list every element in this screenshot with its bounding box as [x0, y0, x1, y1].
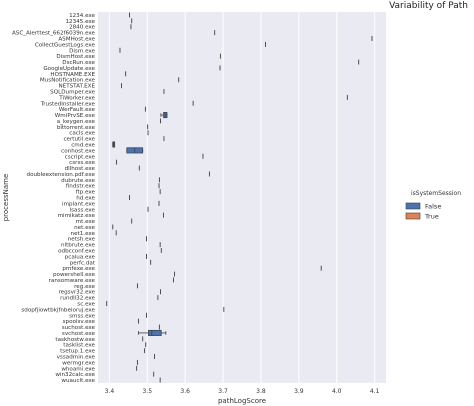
chart-title: Variability of Path [389, 1, 468, 11]
y-tick-label: svchost.exe [62, 331, 96, 337]
y-tick-label: odbcconf.exe [58, 249, 95, 255]
y-tick-label: wermgr.exe [62, 360, 95, 366]
y-tick-label: tasklist.exe [63, 343, 95, 349]
legend-title: isSystemSession [411, 190, 461, 197]
y-tick-label: cmd.exe [71, 143, 95, 149]
y-tick-label: certutil.exe [63, 137, 95, 143]
y-tick-label: GoogleUpdate.exe [43, 66, 95, 72]
y-tick-label: regsvr32.exe [58, 290, 95, 296]
y-tick-label: TrustedInstaller.exe [40, 101, 96, 107]
y-tick-label: pcalua.exe [65, 254, 96, 260]
x-tick-label: 4.0 [332, 388, 342, 395]
x-tick-label: 3.7 [218, 388, 228, 395]
x-tick-label: 4.1 [370, 388, 380, 395]
x-tick-label: 3.8 [256, 388, 266, 395]
y-tick-label: smss.exe [69, 313, 95, 319]
y-tick-label: Dism.exe [69, 48, 95, 54]
y-tick-label: nltbrute.exe [61, 243, 96, 249]
y-tick-label: MusNotification.exe [40, 78, 96, 84]
y-tick-label: net.exe [74, 225, 95, 231]
y-tick-label: ftp.exe [76, 190, 96, 196]
y-tick-label: hd.exe [76, 196, 95, 202]
y-tick-label: lsass.exe [70, 207, 96, 213]
y-tick-label: whoami.exe [61, 366, 95, 372]
box [148, 329, 162, 336]
y-tick-label: mimikatz.exe [58, 213, 96, 219]
plot-area [98, 12, 386, 383]
y-tick-label: ASMHost.exe [58, 37, 95, 43]
x-tick-label: 3.4 [105, 388, 115, 395]
y-tick-label: 2840.exe [69, 25, 95, 31]
legend-swatch [405, 212, 421, 220]
y-tick-label: pmfexe.exe [62, 266, 95, 272]
y-tick-label: DismHost.exe [56, 54, 95, 60]
y-tick-label: net1.exe [71, 231, 96, 237]
y-tick-label: sdopfjiowtbkjfnbeioruj.exe [21, 307, 95, 313]
y-tick-label: netsh.exe [68, 237, 96, 243]
y-tick-label: wuauclt.exe [61, 378, 95, 384]
y-tick-label: mt.exe [76, 219, 96, 225]
y-tick-label: csrss.exe [69, 160, 95, 166]
y-tick-label: DscRun.exe [62, 60, 95, 66]
y-tick-label: suchost.exe [62, 325, 96, 331]
y-tick-label: dubrute.exe [61, 178, 95, 184]
y-tick-label: TiWorker.exe [58, 95, 95, 101]
y-tick-label: sc.exe [77, 302, 95, 308]
x-tick-label: 3.5 [142, 388, 152, 395]
y-tick-label: cacls.exe [69, 131, 95, 137]
y-tick-label: powershell.exe [53, 272, 96, 278]
y-axis-label: processName [2, 174, 10, 222]
y-tick-label: ASC_Alerttest_662f6039n.exe [12, 31, 96, 37]
y-tick-label: CollectGuestLogs.exe [35, 42, 96, 48]
legend-swatch [405, 202, 421, 210]
y-tick-label: perfc.dat [70, 260, 96, 266]
y-tick-label: conhost.exe [61, 148, 95, 154]
y-tick-label: spoolsv.exe [63, 319, 96, 325]
y-tick-label: dllhost.exe [65, 166, 96, 172]
y-tick-label: tsetup.1.exe [60, 349, 95, 355]
y-tick-label: 12345.exe [66, 19, 96, 25]
legend-label: True [424, 213, 439, 221]
y-tick-label: SQLDumper.exe [50, 90, 95, 96]
y-tick-label: taskhostw.exe [55, 337, 95, 343]
y-tick-label: reg.exe [74, 284, 95, 290]
y-tick-label: bittorrent.exe [57, 125, 96, 131]
y-tick-label: implant.exe [62, 201, 96, 207]
y-tick-label: rundll32.exe [60, 296, 95, 302]
y-tick-label: WmiPrvSE.exe [55, 113, 96, 119]
y-tick-label: NETSTAT.EXE [59, 84, 96, 90]
y-tick-label: doubleextension.pdf.exe [27, 172, 96, 178]
y-tick-label: 1234.exe [69, 13, 95, 19]
y-tick-label: ransomware.exe [49, 278, 96, 284]
y-tick-label: HOSTNAME.EXE [50, 72, 95, 78]
y-tick-label: vssadmin.exe [57, 355, 96, 361]
y-tick-label: cscript.exe [65, 154, 96, 160]
x-tick-label: 3.6 [180, 388, 190, 395]
x-tick-label: 3.9 [294, 388, 304, 395]
y-tick-label: win32calc.exe [55, 372, 95, 378]
y-tick-label: a_keygen.exe [57, 119, 96, 125]
y-tick-label: findstr.exe [66, 184, 96, 190]
y-tick-label: WerFault.exe [59, 107, 96, 113]
legend-label: False [425, 203, 441, 211]
x-axis-label: pathLogScore [218, 397, 266, 405]
